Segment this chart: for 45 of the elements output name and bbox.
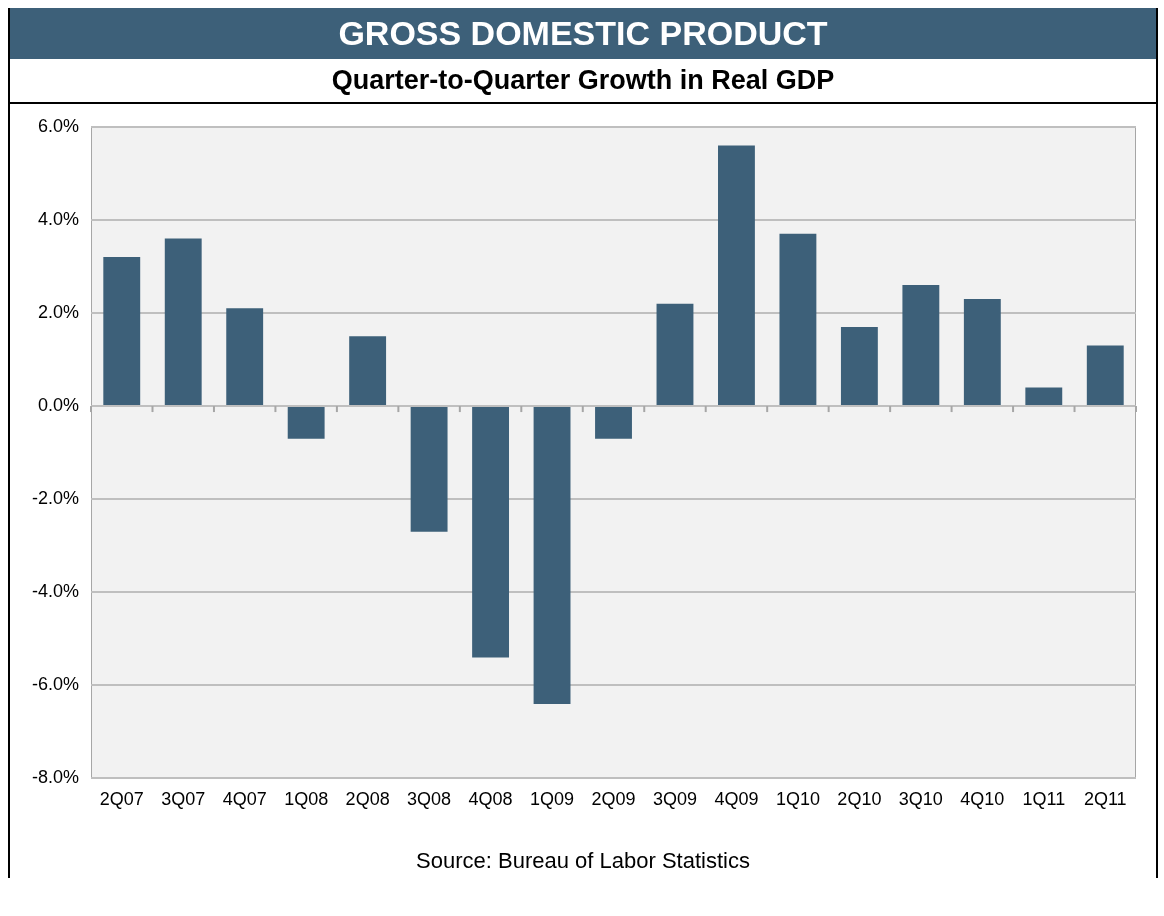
- bar: [1025, 387, 1063, 406]
- chart-subtitle: Quarter-to-Quarter Growth in Real GDP: [10, 59, 1156, 104]
- x-tick-label: 1Q08: [284, 789, 329, 810]
- x-tick-label: 3Q09: [652, 789, 697, 810]
- bar: [287, 407, 325, 439]
- bar: [226, 308, 264, 406]
- bar: [718, 145, 755, 406]
- chart-title: GROSS DOMESTIC PRODUCT: [10, 8, 1156, 59]
- x-tick-label: 2Q09: [591, 789, 636, 810]
- y-tick-label: 6.0%: [37, 115, 80, 136]
- x-tick-label: 1Q10: [775, 789, 820, 810]
- bar: [1086, 345, 1124, 406]
- y-tick-label: -2.0%: [31, 488, 80, 509]
- y-tick-label: -8.0%: [31, 767, 80, 788]
- x-tick-label: 3Q08: [407, 789, 452, 810]
- bar: [349, 336, 387, 406]
- x-tick-label: 2Q08: [345, 789, 390, 810]
- source-note: Source: Bureau of Labor Statistics: [415, 847, 751, 875]
- bar: [963, 299, 1001, 406]
- bar: [103, 257, 141, 406]
- bar: [410, 407, 448, 532]
- bar: [656, 303, 694, 406]
- bar: [840, 326, 878, 406]
- y-tick-label: -6.0%: [31, 674, 80, 695]
- y-tick-label: -4.0%: [31, 581, 80, 602]
- y-tick-label: 2.0%: [37, 301, 80, 322]
- x-tick-label: 2Q10: [837, 789, 882, 810]
- x-tick-label: 3Q07: [161, 789, 206, 810]
- x-tick-label: 2Q07: [99, 789, 144, 810]
- x-tick-label: 4Q07: [222, 789, 267, 810]
- y-tick-label: 4.0%: [37, 208, 80, 229]
- x-tick-label: 1Q11: [1022, 789, 1066, 810]
- bar: [533, 407, 571, 704]
- bar: [595, 407, 632, 439]
- x-tick-label: 4Q09: [714, 789, 759, 810]
- x-tick-label: 2Q11: [1083, 789, 1127, 810]
- x-tick-label: 3Q10: [898, 789, 943, 810]
- bar: [779, 233, 817, 406]
- bar: [902, 285, 940, 406]
- x-tick-label: 4Q10: [960, 789, 1005, 810]
- y-tick-label: 0.0%: [37, 395, 80, 416]
- bar: [164, 238, 202, 406]
- x-tick-label: 1Q09: [530, 789, 575, 810]
- x-tick-label: 4Q08: [468, 789, 513, 810]
- bar: [472, 407, 510, 658]
